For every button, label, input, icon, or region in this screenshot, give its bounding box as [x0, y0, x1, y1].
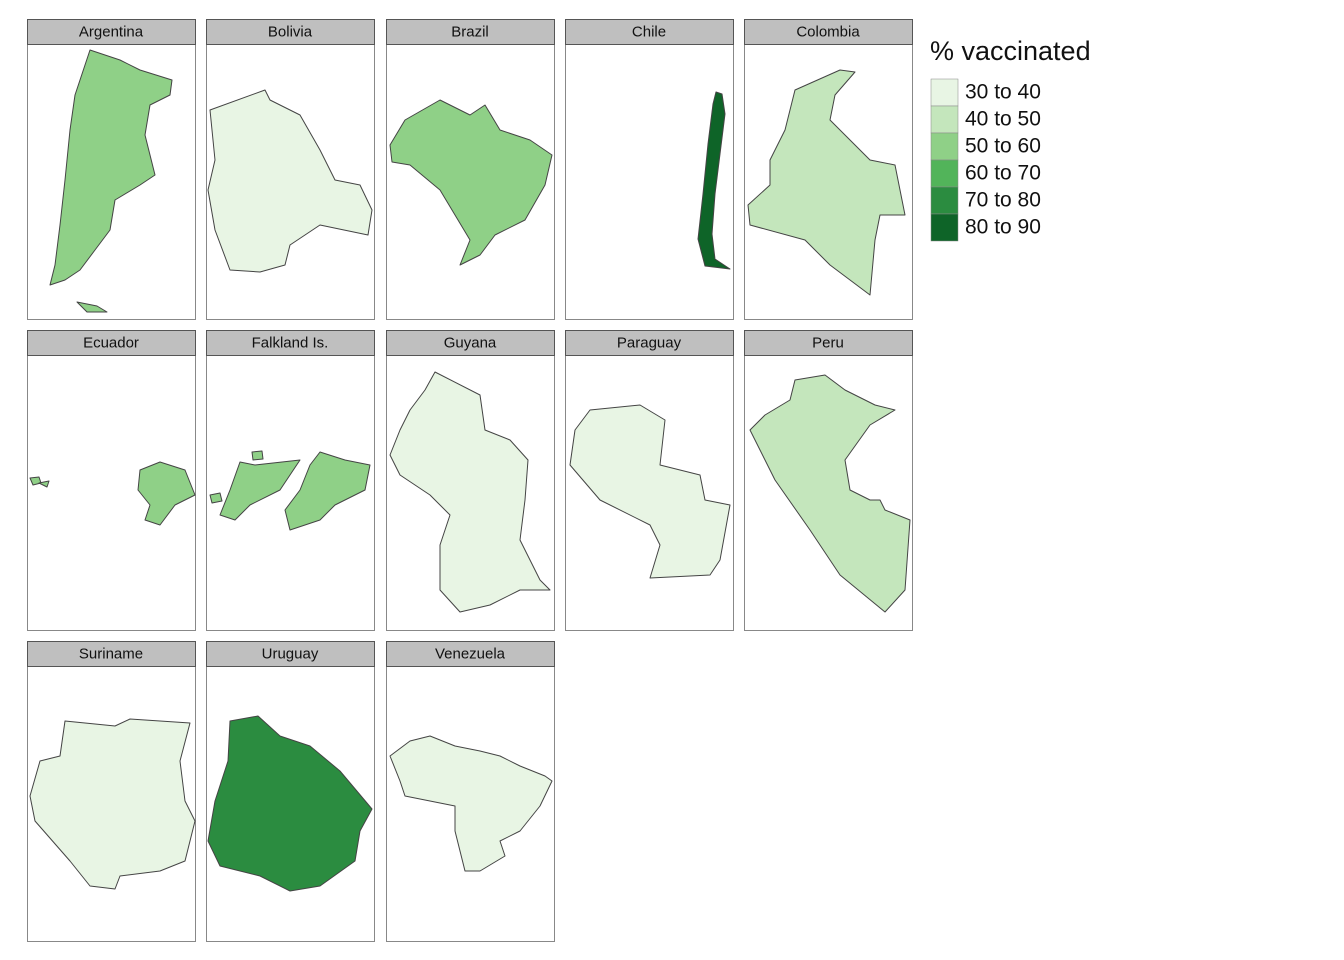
- country-outline: [76, 301, 108, 313]
- facet-panel: Brazil: [386, 19, 555, 320]
- facet-panel: Uruguay: [206, 641, 375, 942]
- strip-label: Argentina: [79, 23, 144, 40]
- country-outline: [697, 91, 731, 270]
- strip: [565, 330, 734, 356]
- country-outline: [389, 371, 551, 613]
- country-outline: [207, 715, 373, 892]
- legend-key: [930, 78, 959, 107]
- facet-panel: Argentina: [27, 19, 196, 320]
- strip: [386, 641, 555, 667]
- country-outline: [49, 49, 173, 286]
- country-outline: [219, 459, 301, 521]
- strip-label: Ecuador: [83, 334, 139, 351]
- country-outline: [207, 89, 373, 273]
- strip-label: Brazil: [451, 23, 489, 40]
- facet-panel: Falkland Is.: [206, 330, 375, 631]
- legend-label: 70 to 80: [965, 189, 1041, 212]
- legend-key: [930, 213, 959, 242]
- country-shape: [697, 91, 731, 270]
- facet-panel: Guyana: [386, 330, 555, 631]
- country-shape: [747, 69, 906, 296]
- legend-key: [930, 132, 959, 161]
- facet-panel: Chile: [565, 19, 734, 320]
- legend-label: 50 to 60: [965, 135, 1041, 158]
- strip-label: Colombia: [796, 23, 860, 40]
- legend-key: [930, 186, 959, 215]
- legend-key: [930, 105, 959, 134]
- strip-label: Paraguay: [617, 334, 682, 351]
- country-outline: [284, 451, 371, 531]
- strip: [27, 330, 196, 356]
- country-outline: [747, 69, 906, 296]
- country-outline: [389, 99, 553, 266]
- country-outline: [569, 404, 731, 579]
- strip: [27, 19, 196, 45]
- strip: [744, 330, 913, 356]
- legend-title: % vaccinated: [930, 36, 1091, 66]
- country-shape: [749, 374, 911, 613]
- country-shape: [209, 450, 371, 531]
- strip-label: Venezuela: [435, 645, 506, 662]
- strip-label: Falkland Is.: [252, 334, 329, 351]
- country-shape: [569, 404, 731, 579]
- strip-label: Guyana: [444, 334, 497, 351]
- strip: [27, 641, 196, 667]
- country-shape: [29, 461, 196, 526]
- legend-label: 30 to 40: [965, 81, 1041, 104]
- strip: [206, 641, 375, 667]
- country-outline: [29, 718, 196, 890]
- legend-label: 60 to 70: [965, 162, 1041, 185]
- country-shape: [389, 371, 551, 613]
- strip: [565, 19, 734, 45]
- country-outline: [38, 480, 50, 488]
- facet-panel: Peru: [744, 330, 913, 631]
- strip: [386, 19, 555, 45]
- strip-label: Bolivia: [268, 23, 313, 40]
- facet-panel: Colombia: [744, 19, 913, 320]
- country-shape: [389, 99, 553, 266]
- facet-panel: Bolivia: [206, 19, 375, 320]
- country-outline: [251, 450, 264, 461]
- country-shape: [207, 715, 373, 892]
- strip-label: Suriname: [79, 645, 143, 662]
- facet-panel: Ecuador: [27, 330, 196, 631]
- strip: [206, 19, 375, 45]
- facet-panel: Suriname: [27, 641, 196, 942]
- facet-panel: Venezuela: [386, 641, 555, 942]
- legend-label: 40 to 50: [965, 108, 1041, 131]
- country-shape: [389, 735, 553, 872]
- country-outline: [389, 735, 553, 872]
- strip-label: Peru: [812, 334, 844, 351]
- country-shape: [29, 718, 196, 890]
- facet-panel: Paraguay: [565, 330, 734, 631]
- country-outline: [137, 461, 196, 526]
- country-shape: [207, 89, 373, 273]
- country-outline: [209, 492, 223, 504]
- strip: [744, 19, 913, 45]
- legend-key: [930, 159, 959, 188]
- strip: [206, 330, 375, 356]
- strip: [386, 330, 555, 356]
- country-outline: [749, 374, 911, 613]
- strip-label: Chile: [632, 23, 666, 40]
- strip-label: Uruguay: [262, 645, 319, 662]
- country-shape: [49, 49, 173, 313]
- legend-label: 80 to 90: [965, 216, 1041, 239]
